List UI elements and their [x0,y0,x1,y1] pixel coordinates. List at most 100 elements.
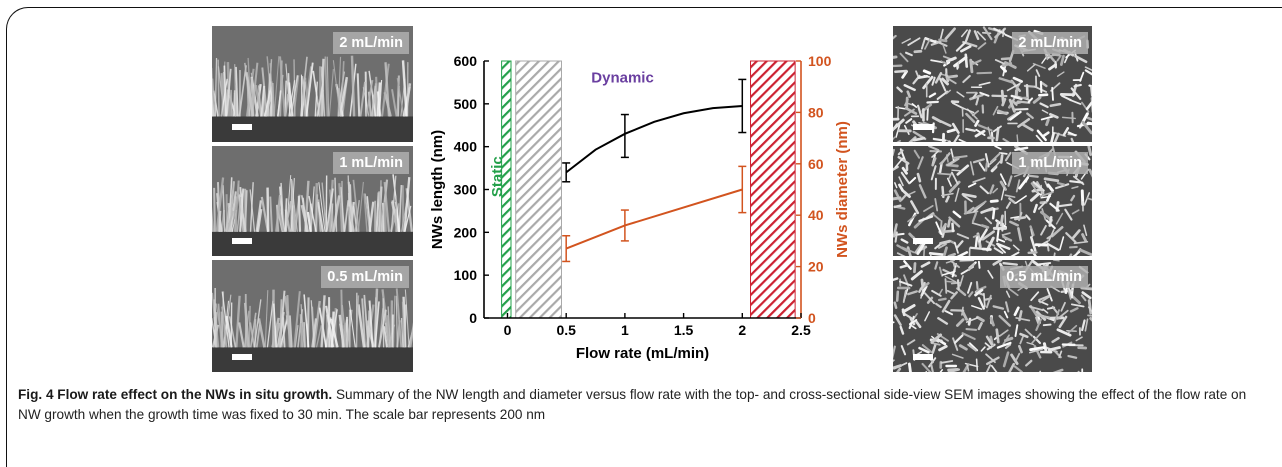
hatched-region [516,61,562,318]
y-tick-label: 400 [454,139,478,155]
sem-side-1: 1 mL/min [212,146,413,256]
nanowire [1058,183,1064,185]
nanowire [316,194,317,231]
y2-tick-label: 60 [808,156,824,172]
nanowire [997,222,998,227]
nanowire [1089,147,1091,155]
nanowire [948,130,955,132]
y-tick-label: 100 [454,267,478,283]
nanowire [991,201,997,202]
y-tick-label: 600 [454,53,478,69]
nanowire [922,280,923,285]
nanowire [895,303,896,308]
nanowire [976,237,977,247]
nanowire [958,280,959,289]
nanowire [893,322,894,323]
nanowire [893,66,901,67]
nanowire [304,322,305,347]
nanowire [1052,88,1053,100]
nanowire [952,224,953,231]
sem-label: 2 mL/min [333,32,409,54]
nanowire [893,198,900,199]
nanowire [249,306,250,347]
nanowire [938,173,951,174]
nanowire [1001,155,1002,162]
nanowire [1017,135,1018,142]
nanowire [939,40,946,41]
nanowire [948,220,949,226]
y-tick-label: 500 [454,96,478,112]
nanowire [1053,54,1059,55]
sem-top-05: 0.5 mL/min [893,260,1092,372]
x-axis-label: Flow rate (mL/min) [576,345,709,362]
nanowire [977,282,978,288]
nanowire [941,241,950,243]
sem-label: 0.5 mL/min [1000,266,1088,288]
nanowire [949,254,955,256]
nanowire [933,123,934,132]
y2-tick-label: 80 [808,104,824,120]
y-tick-label: 0 [469,310,477,326]
nanowire [268,188,269,232]
nanowire [993,209,994,218]
scale-bar [232,124,252,130]
nanowire [971,60,972,72]
sem-top-2: 2 mL/min [893,26,1092,142]
nanowire [1003,29,1004,36]
nanowire [914,263,915,271]
nanowire [997,330,999,342]
nanowire [896,232,897,241]
y-tick-label: 200 [454,224,478,240]
nanowire [320,66,321,116]
x-tick-label: 0 [504,322,512,338]
y2-tick-label: 100 [808,53,832,69]
nanowire [984,294,985,307]
nanowire [1029,176,1038,177]
nanowire [931,254,932,256]
nanowire [383,298,384,347]
scale-bar [232,354,252,360]
nanowire [895,206,901,207]
series-line-1 [566,190,742,249]
nanowire [1050,217,1051,225]
nanowire [1002,58,1011,59]
scale-bar [913,124,933,130]
y2-tick-label: 0 [808,310,816,326]
figure-caption: Fig. 4 Flow rate effect on the NWs in si… [18,385,1268,425]
y-axis-label: NWs length (nm) [429,130,446,249]
nanowire [930,253,943,254]
nanowire [1015,109,1028,110]
nanowire [971,248,983,249]
y2-tick-label: 20 [808,259,824,275]
nanowire [924,76,929,77]
nanowire [897,292,898,301]
static-label: Static [489,156,506,197]
hatched-region [751,61,796,318]
nanowire [952,170,962,171]
nanowire [927,102,937,103]
nanowire [915,51,921,52]
nanowire [997,229,998,240]
nanowire [940,164,941,172]
x-tick-label: 1.5 [674,322,694,338]
y-tick-label: 300 [454,182,478,198]
nanowire [385,202,386,232]
scale-bar [913,354,933,360]
nanowire [214,188,215,232]
nanowire [1091,87,1092,96]
nanowire [1088,123,1092,125]
nanowire [895,71,906,72]
nanowire [982,226,988,228]
nanowire [979,262,980,268]
y2-tick-label: 40 [808,207,824,223]
nanowire [918,174,920,181]
dynamic-label: Dynamic [591,69,654,86]
sem-label: 0.5 mL/min [321,266,409,288]
sem-label: 1 mL/min [1012,152,1088,174]
nanowire [299,196,300,232]
x-tick-label: 1 [621,322,629,338]
series-line-0 [566,106,742,172]
scale-bar [232,238,252,244]
nanowire [908,92,910,97]
nanowire [893,150,894,155]
